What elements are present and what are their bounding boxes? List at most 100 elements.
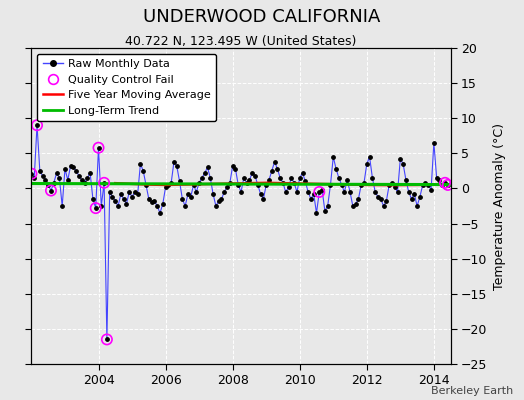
Point — [354, 196, 363, 202]
Point — [371, 189, 379, 195]
Point — [89, 196, 97, 202]
Point — [92, 205, 100, 211]
Point — [385, 182, 394, 188]
Point — [402, 177, 410, 183]
Point — [217, 196, 226, 202]
Point — [239, 175, 248, 181]
Point — [357, 182, 365, 188]
Point — [33, 122, 41, 128]
Point — [441, 180, 449, 186]
Point — [55, 175, 63, 181]
Point — [58, 203, 67, 209]
Point — [44, 182, 52, 188]
Point — [94, 144, 103, 151]
Point — [268, 168, 276, 174]
Point — [86, 170, 94, 176]
Point — [47, 187, 55, 194]
Point — [290, 180, 298, 186]
Point — [321, 208, 329, 214]
Point — [390, 184, 399, 190]
Point — [206, 175, 214, 181]
Point — [122, 201, 130, 207]
Point — [405, 189, 413, 195]
Point — [312, 210, 321, 216]
Point — [161, 184, 170, 190]
Point — [47, 187, 55, 194]
Point — [293, 189, 301, 195]
Point — [360, 180, 368, 186]
Point — [27, 170, 36, 177]
Point — [298, 170, 307, 176]
Point — [145, 196, 153, 202]
Point — [212, 203, 220, 209]
Point — [413, 203, 421, 209]
Point — [178, 196, 187, 202]
Point — [424, 182, 432, 188]
Legend: Raw Monthly Data, Quality Control Fail, Five Year Moving Average, Long-Term Tren: Raw Monthly Data, Quality Control Fail, … — [37, 54, 216, 121]
Point — [410, 191, 419, 197]
Point — [50, 180, 58, 186]
Point — [259, 196, 268, 202]
Point — [374, 194, 382, 200]
Point — [184, 191, 192, 197]
Point — [100, 180, 108, 186]
Point — [441, 180, 449, 186]
Point — [192, 189, 201, 195]
Point — [281, 189, 290, 195]
Point — [368, 175, 377, 181]
Point — [119, 196, 128, 202]
Point — [108, 194, 117, 200]
Point — [94, 144, 103, 151]
Point — [130, 189, 139, 195]
Point — [332, 166, 340, 172]
Point — [416, 194, 424, 200]
Text: Berkeley Earth: Berkeley Earth — [431, 386, 514, 396]
Point — [379, 203, 388, 209]
Point — [187, 194, 195, 200]
Point — [348, 203, 357, 209]
Point — [337, 182, 346, 188]
Point — [153, 203, 161, 209]
Text: UNDERWOOD CALIFORNIA: UNDERWOOD CALIFORNIA — [143, 8, 381, 26]
Point — [285, 184, 293, 190]
Point — [419, 182, 427, 188]
Point — [128, 194, 136, 200]
Point — [226, 180, 234, 186]
Point — [142, 182, 150, 188]
Point — [265, 177, 273, 183]
Point — [117, 191, 125, 197]
Point — [444, 182, 452, 188]
Point — [377, 196, 385, 202]
Point — [251, 173, 259, 179]
Point — [52, 170, 61, 176]
Point — [363, 161, 371, 167]
Point — [335, 175, 343, 181]
Point — [396, 156, 405, 162]
Point — [270, 158, 279, 165]
Point — [83, 175, 92, 181]
Point — [27, 170, 36, 177]
Point — [41, 177, 50, 183]
Point — [256, 191, 265, 197]
Title: 40.722 N, 123.495 W (United States): 40.722 N, 123.495 W (United States) — [125, 35, 357, 48]
Point — [125, 189, 134, 195]
Point — [279, 180, 287, 186]
Point — [315, 189, 323, 195]
Point — [103, 336, 111, 343]
Point — [201, 170, 209, 176]
Point — [134, 191, 142, 197]
Point — [343, 177, 352, 183]
Point — [75, 173, 83, 179]
Point — [100, 180, 108, 186]
Point — [310, 191, 318, 197]
Point — [172, 163, 181, 169]
Point — [156, 210, 164, 216]
Point — [170, 158, 178, 165]
Point — [72, 168, 80, 174]
Point — [352, 201, 360, 207]
Point — [203, 164, 212, 170]
Point — [209, 191, 217, 197]
Point — [63, 177, 72, 183]
Point — [315, 189, 323, 195]
Point — [220, 189, 228, 195]
